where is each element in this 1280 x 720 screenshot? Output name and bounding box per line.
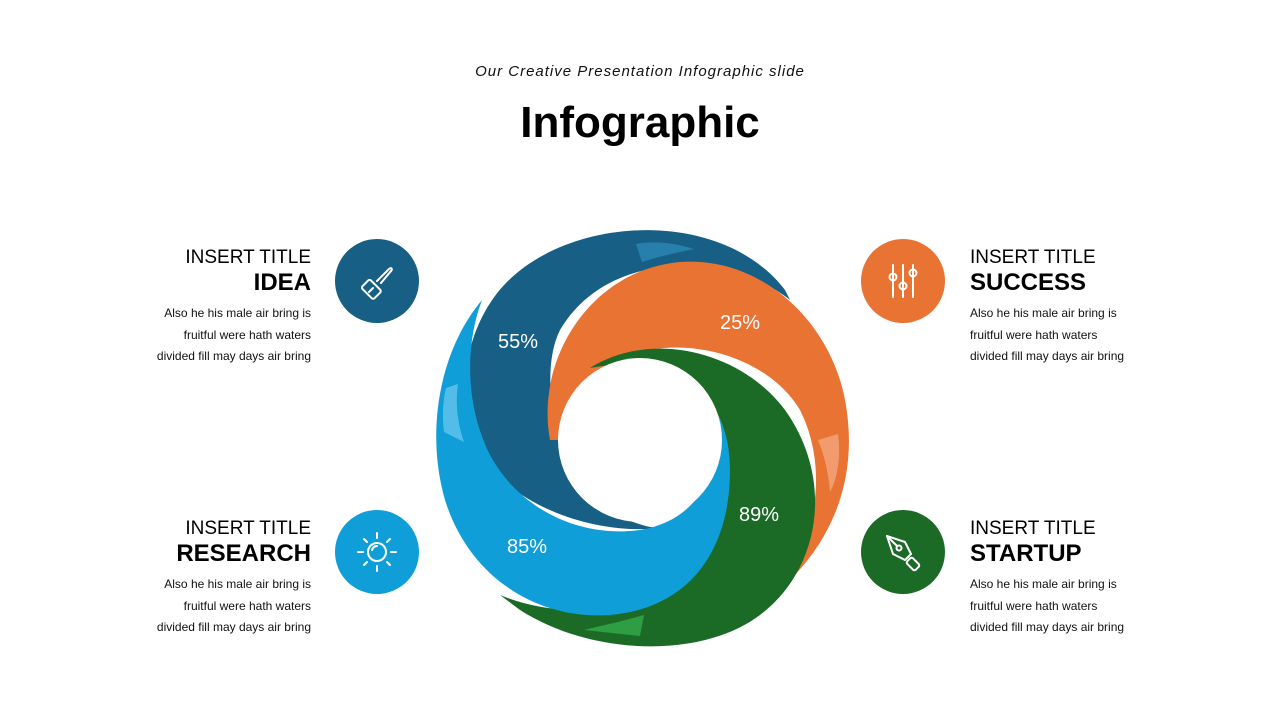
slide-title: Infographic <box>520 98 760 147</box>
slide-subtitle: Our Creative Presentation Infographic sl… <box>475 63 805 80</box>
segment-green <box>500 348 816 647</box>
item-description: Also he his male air bring is fruitful w… <box>970 306 1125 363</box>
segment-navy <box>465 230 790 530</box>
item-idea: INSERT TITLE IDEA Also he his male air b… <box>71 247 311 368</box>
segment-blue <box>436 300 730 616</box>
pen-nib-icon <box>861 510 945 594</box>
item-description: Also he his male air bring is fruitful w… <box>156 306 311 363</box>
item-description: Also he his male air bring is fruitful w… <box>970 577 1125 634</box>
item-overline: INSERT TITLE <box>185 518 311 539</box>
segment-orange <box>547 261 849 580</box>
brush-icon <box>335 239 419 323</box>
sun-icon <box>335 510 419 594</box>
segment-label-85: 85% <box>507 536 547 558</box>
segment-label-55: 55% <box>498 331 538 353</box>
item-overline: INSERT TITLE <box>970 247 1096 268</box>
item-heading: SUCCESS <box>970 269 1087 296</box>
item-heading: STARTUP <box>970 540 1082 567</box>
segment-label-25: 25% <box>720 312 760 334</box>
item-startup: INSERT TITLE STARTUP Also he his male ai… <box>970 518 1210 639</box>
item-overline: INSERT TITLE <box>970 518 1096 539</box>
item-description: Also he his male air bring is fruitful w… <box>156 577 311 634</box>
sliders-icon <box>861 239 945 323</box>
segment-label-89: 89% <box>739 504 779 526</box>
item-overline: INSERT TITLE <box>185 247 311 268</box>
item-success: INSERT TITLE SUCCESS Also he his male ai… <box>970 247 1210 368</box>
item-heading: RESEARCH <box>176 540 311 567</box>
item-heading: IDEA <box>253 269 311 296</box>
item-research: INSERT TITLE RESEARCH Also he his male a… <box>71 518 311 639</box>
center-hole <box>558 358 722 522</box>
